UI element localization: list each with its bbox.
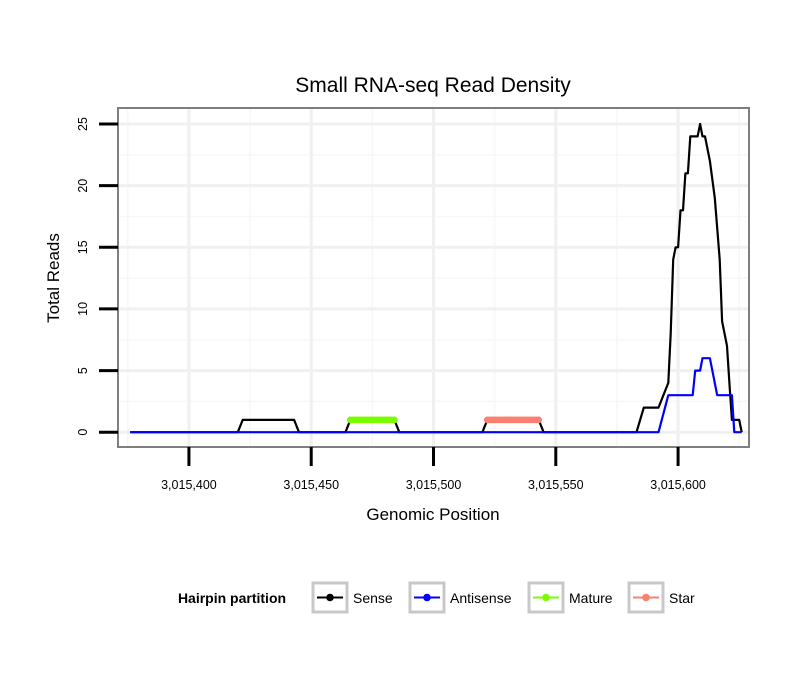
legend-label-antisense: Antisense	[450, 590, 512, 606]
legend-label-sense: Sense	[353, 590, 393, 606]
legend-point-mature	[542, 593, 550, 602]
legend-point-star	[642, 593, 650, 602]
x-tick-label: 3,015,400	[161, 478, 217, 492]
y-tick-label: 20	[76, 179, 90, 193]
y-tick-label: 0	[76, 429, 90, 436]
x-axis: 3,015,400 3,015,450 3,015,500 3,015,550 3,01…	[161, 447, 706, 492]
chart-title: Small RNA-seq Read Density	[295, 74, 571, 97]
y-tick-label: 15	[76, 240, 90, 254]
series-group	[130, 122, 743, 434]
grid	[118, 108, 749, 447]
y-axis-title: Total Reads	[44, 233, 63, 323]
legend-label-mature: Mature	[569, 590, 613, 606]
legend-point-sense	[326, 593, 334, 602]
series-point-mature	[390, 416, 398, 424]
x-tick-label: 3,015,500	[406, 478, 462, 492]
legend-title: Hairpin partition	[178, 590, 286, 606]
series-point-star	[535, 416, 543, 424]
y-tick-label: 5	[76, 367, 90, 374]
y-tick-label: 25	[76, 117, 90, 131]
legend-point-antisense	[423, 593, 431, 602]
series-line-antisense	[130, 357, 742, 434]
legend-label-star: Star	[669, 590, 695, 606]
x-tick-label: 3,015,550	[528, 478, 584, 492]
y-axis: 0 5 10 15 20 25	[76, 117, 118, 436]
y-tick-label: 10	[76, 302, 90, 316]
x-tick-label: 3,015,450	[283, 478, 339, 492]
x-axis-title: Genomic Position	[366, 505, 499, 524]
legend: Hairpin partition Sense Antisense Mature St…	[178, 581, 695, 614]
x-tick-label: 3,015,600	[650, 478, 706, 492]
